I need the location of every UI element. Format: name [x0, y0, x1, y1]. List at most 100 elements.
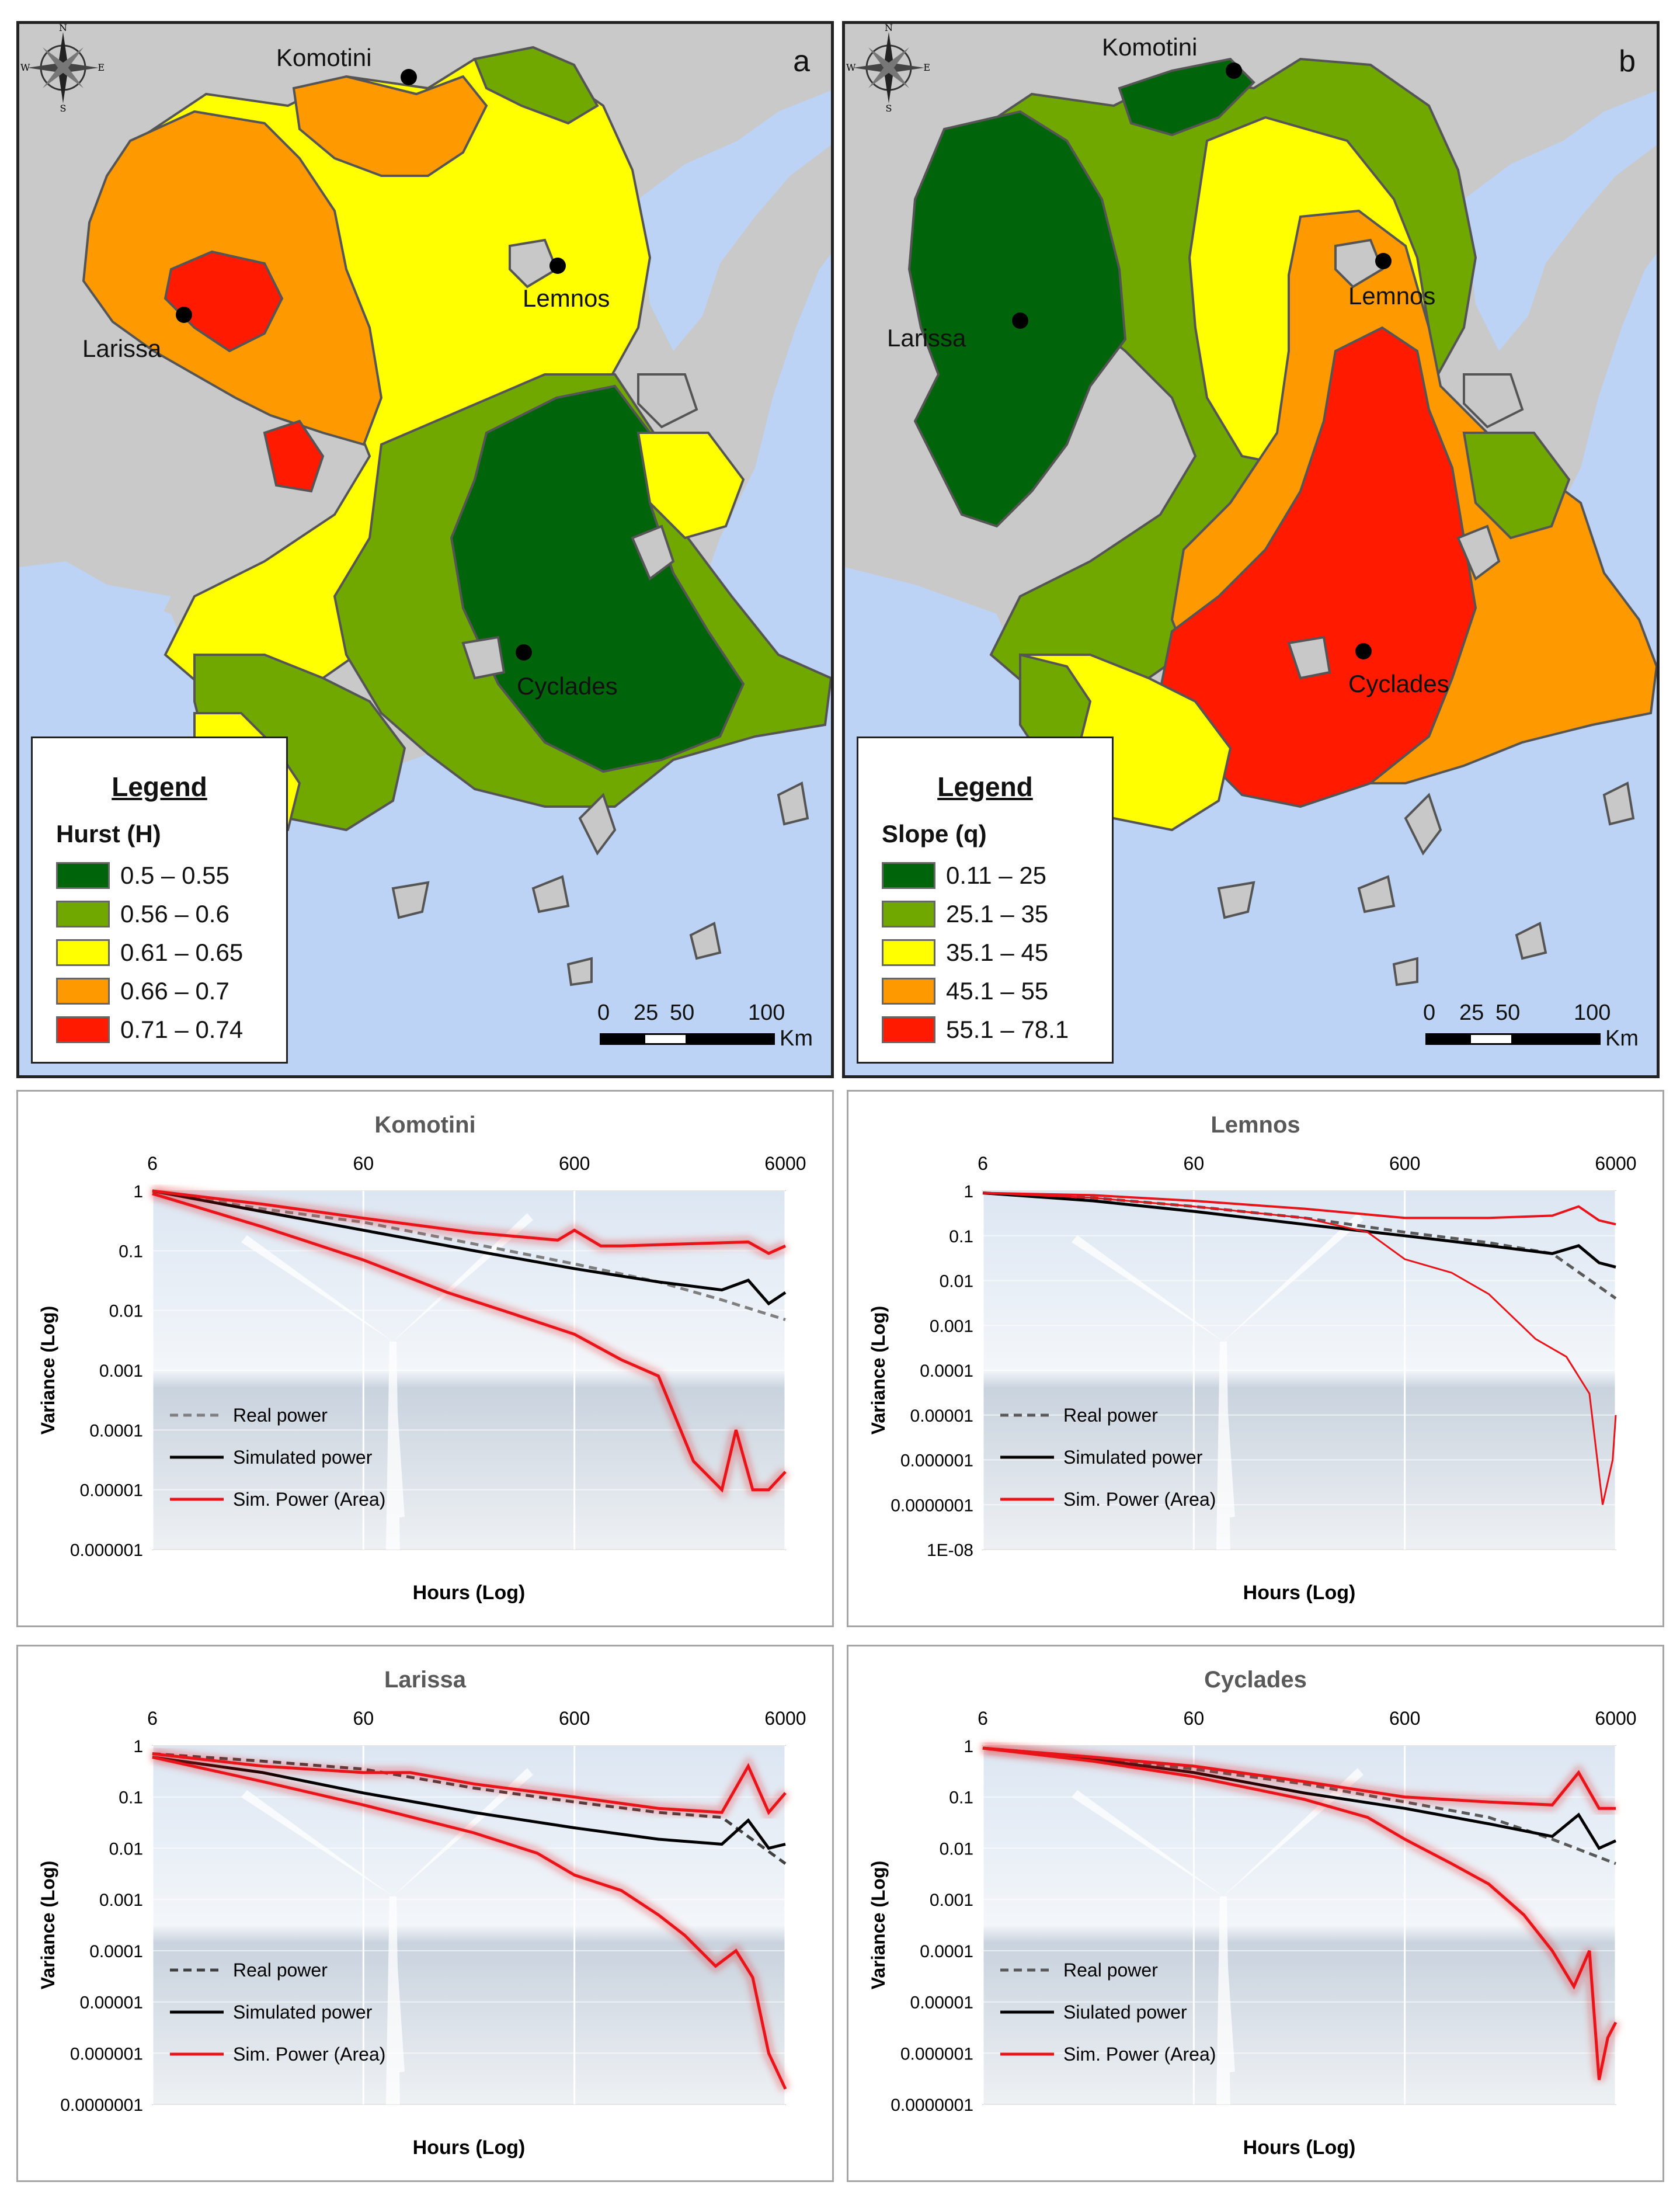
scale-tick: 50: [670, 1001, 695, 1025]
compass-rose-icon: N S E W: [846, 24, 930, 112]
y-tick-label: 1: [964, 1182, 973, 1201]
x-axis-label: Hours (Log): [413, 2137, 526, 2159]
x-axis-label: Hours (Log): [1243, 2137, 1356, 2159]
city-label-larissa: Larissa: [887, 324, 966, 352]
city-label-cyclades: Cyclades: [1348, 670, 1449, 697]
y-tick-label: 0.01: [940, 1272, 973, 1291]
chart-panel-cyclades: Cyclades 6 60 600 6000 1 0.1 0.01 0.001 0.0001 0.0…: [847, 1645, 1664, 2182]
legend-variable: Slope (q): [882, 820, 987, 847]
legend-label: 45.1 – 55: [946, 977, 1049, 1005]
x-tick-label: 60: [353, 1153, 374, 1174]
scale-graphic: [1425, 1033, 1601, 1045]
chart-svg: Larissa 6 60 600 6000 1 0.1 0.01 0.001 0.0001 0.00…: [37, 1667, 806, 2159]
compass-e: E: [98, 62, 105, 73]
y-tick-label: 0.1: [949, 1788, 973, 1808]
y-axis-label: Variance (Log): [868, 1306, 889, 1435]
y-tick-label: 0.000001: [70, 2044, 143, 2064]
compass-n: N: [885, 24, 893, 33]
x-tick-label: 60: [353, 1708, 374, 1729]
legend-row: 0.11 – 25: [882, 856, 1097, 895]
chart-panel-komotini: Komotini 6 60 600 6000 1 0.1 0.01 0.001 0.0001 0.0…: [16, 1090, 834, 1627]
chart-svg: Lemnos 6 60 600 6000 1 0.1 0.01 0.001 0.0001 0.000…: [868, 1112, 1637, 1604]
y-tick-label: 1: [964, 1737, 973, 1756]
legend-row: 45.1 – 55: [882, 972, 1097, 1010]
y-tick-label: 0.0001: [920, 1942, 973, 1961]
x-tick-label: 6000: [764, 1708, 806, 1729]
city-dot-larissa: [176, 307, 192, 323]
scale-tick: 25: [634, 1001, 659, 1025]
city-dot-larissa: [1012, 312, 1028, 329]
legend-swatch: [882, 939, 935, 966]
city-dot-komotini: [401, 69, 417, 85]
scale-unit: Km: [1605, 1026, 1639, 1051]
compass-w: W: [20, 62, 30, 73]
legend-entry: Real power: [1063, 1960, 1158, 1981]
legend-entry: Real power: [1063, 1405, 1158, 1426]
compass-e: E: [923, 62, 930, 73]
y-tick-label: 0.0000001: [891, 2096, 973, 2115]
city-label-cyclades: Cyclades: [517, 672, 618, 700]
scale-bar: 0 25 50 100 Km: [597, 1001, 813, 1059]
legend-swatch: [56, 901, 110, 927]
sea-inlet: [19, 561, 171, 631]
legend-entry: Real power: [233, 1405, 328, 1426]
y-tick-label: 0.01: [940, 1839, 973, 1858]
y-tick-label: 1: [133, 1737, 143, 1756]
chart-title: Komotini: [374, 1112, 475, 1138]
legend-entry: Simulated power: [1063, 1447, 1203, 1468]
series-line-sim-area-lower: [982, 1192, 1617, 1505]
scale-tick: 0: [597, 1001, 610, 1025]
city-label-lemnos: Lemnos: [1348, 282, 1436, 310]
y-tick-label: 0.000001: [70, 1541, 143, 1560]
series-line-sim-area-upper: [152, 1752, 787, 1815]
scale-tick: 100: [748, 1001, 785, 1025]
y-axis-label: Variance (Log): [37, 1306, 58, 1435]
legend-swatch: [56, 978, 110, 1005]
y-tick-label: 0.1: [119, 1242, 143, 1261]
legend-entry: Simulated power: [233, 2002, 373, 2023]
y-tick-label: 0.00001: [80, 1481, 143, 1500]
city-label-komotini: Komotini: [1102, 33, 1198, 61]
legend-label: 0.66 – 0.7: [120, 977, 229, 1005]
legend-row: 0.61 – 0.65: [56, 933, 271, 972]
legend-label: 0.11 – 25: [946, 861, 1047, 889]
y-tick-label: 0.00001: [910, 1406, 973, 1426]
wind-turbine-icon: [241, 1213, 533, 1550]
legend-title: Legend: [937, 772, 1033, 802]
y-tick-label: 0.000001: [900, 2044, 973, 2064]
series-line-sim-area-upper: [982, 1746, 1616, 1810]
legend-entry: Real power: [233, 1960, 328, 1981]
wind-turbine-icon: [1071, 1767, 1364, 2104]
legend-row: 55.1 – 78.1: [882, 1010, 1097, 1049]
city-label-komotini: Komotini: [276, 44, 372, 71]
x-tick-label: 6000: [764, 1153, 806, 1174]
x-tick-label: 600: [1389, 1708, 1420, 1729]
legend-label: 0.61 – 0.65: [120, 939, 244, 966]
y-tick-label: 0.0000001: [891, 1496, 973, 1515]
legend-swatch: [56, 1016, 110, 1043]
x-tick-label: 600: [559, 1153, 590, 1174]
scale-tick: 100: [1574, 1001, 1611, 1025]
y-axis-label: Variance (Log): [868, 1861, 889, 1990]
legend-row: 0.66 – 0.7: [56, 972, 271, 1010]
series-line-sim-area-upper: [982, 1191, 1616, 1226]
legend-entry: Sim. Power (Area): [1063, 1489, 1216, 1510]
y-tick-label: 0.001: [99, 1361, 143, 1381]
legend-label: 0.56 – 0.6: [120, 900, 229, 927]
x-tick-label: 6000: [1595, 1153, 1636, 1174]
x-axis-label: Hours (Log): [1243, 1582, 1356, 1604]
x-tick-label: 60: [1184, 1708, 1205, 1729]
legend-entry: Simulated power: [233, 1447, 373, 1468]
legend-row: 35.1 – 45: [882, 933, 1097, 972]
y-axis-label: Variance (Log): [37, 1861, 58, 1990]
legend-swatch: [882, 862, 935, 889]
compass-s: S: [886, 103, 892, 112]
y-tick-label: 0.001: [99, 1891, 143, 1910]
y-tick-label: 1E-08: [927, 1541, 973, 1560]
x-tick-label: 6000: [1595, 1708, 1636, 1729]
series-line-sim-area-lower: [982, 1746, 1618, 2080]
sea-gulf: [1464, 91, 1657, 351]
y-tick-label: 0.000001: [900, 1451, 973, 1471]
compass-n: N: [59, 24, 67, 33]
scale-tick: 50: [1495, 1001, 1521, 1025]
